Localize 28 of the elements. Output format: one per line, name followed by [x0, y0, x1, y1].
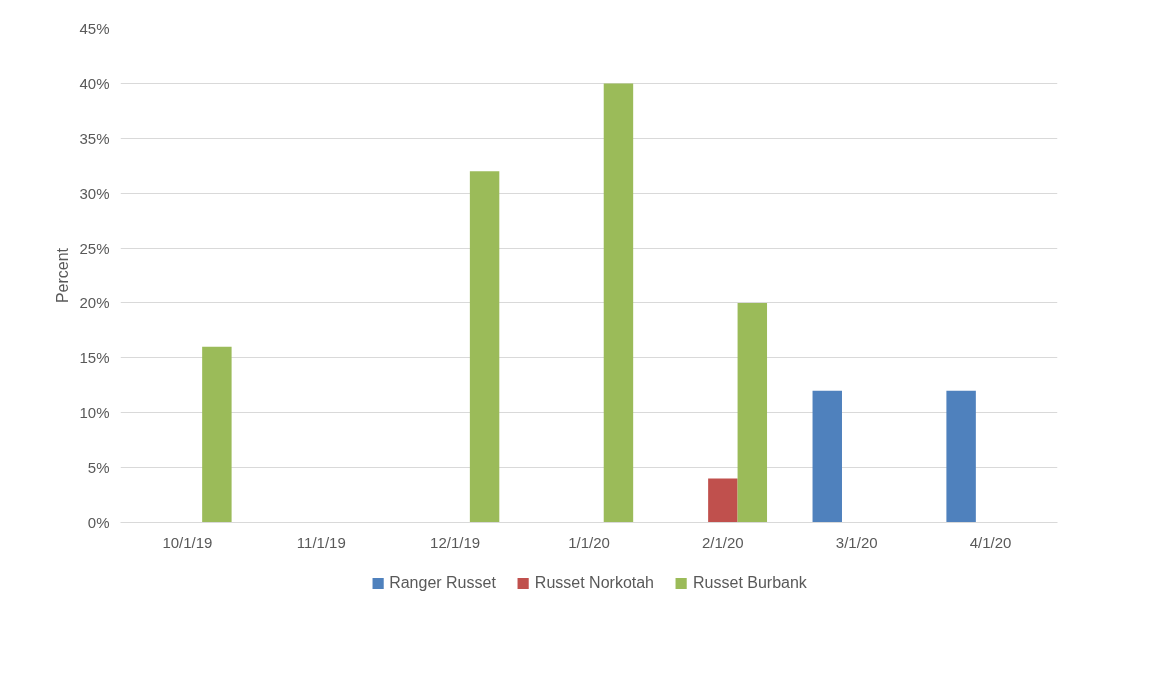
bar: [202, 346, 232, 523]
y-tick-label: 25%: [79, 239, 110, 257]
y-tick-label: 10%: [79, 404, 110, 422]
bar: [469, 171, 500, 523]
legend-label: Russet Burbank: [693, 574, 807, 592]
y-tick-label: 20%: [79, 294, 110, 312]
bar: [812, 390, 842, 523]
bar: [708, 478, 738, 523]
y-tick-label: 15%: [79, 349, 110, 367]
x-tick-label: 10/1/19: [162, 533, 213, 551]
y-tick-label: 40%: [79, 74, 110, 92]
bar: [737, 302, 768, 523]
y-tick-label: 45%: [79, 20, 110, 37]
y-axis-title: Percent: [54, 247, 72, 304]
legend-label: Russet Norkotah: [534, 574, 655, 592]
x-tick-label: 2/1/20: [702, 533, 744, 551]
x-tick-label: 3/1/20: [835, 533, 878, 551]
bar: [603, 83, 634, 523]
y-tick-label: 0%: [87, 514, 110, 531]
y-tick-label: 35%: [79, 129, 110, 147]
x-tick-label: 4/1/20: [969, 533, 1012, 551]
y-tick-label: 30%: [79, 184, 110, 202]
x-tick-label: 1/1/20: [568, 533, 610, 551]
x-tick-label: 11/1/19: [296, 533, 346, 551]
x-tick-label: 12/1/19: [430, 533, 481, 551]
legend-label: Ranger Russet: [389, 574, 496, 592]
bar: [946, 390, 976, 523]
y-tick-label: 5%: [87, 459, 110, 477]
